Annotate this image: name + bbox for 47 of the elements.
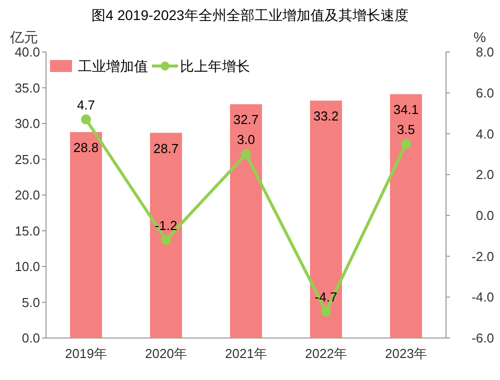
y-tick-label: 10.0 — [14, 259, 40, 274]
y-tick-label: 20.0 — [14, 188, 40, 203]
y-tick-label: 15.0 — [14, 223, 40, 238]
point — [321, 306, 331, 316]
point — [241, 149, 251, 160]
y2-tick-label: 8.0 — [476, 44, 494, 60]
y-tick-label: 5.0 — [22, 294, 40, 310]
y2-tick-label: 0.0 — [476, 208, 494, 223]
y-tick-label: 35.0 — [14, 80, 40, 96]
y2-tick-label: -4.0 — [472, 290, 494, 305]
y-axis-title: 亿元 — [9, 29, 38, 45]
data-label: 34.1 — [393, 102, 419, 118]
x-tick-label: 2019年 — [65, 346, 107, 361]
data-label: 32.7 — [233, 112, 259, 128]
bar — [390, 94, 422, 338]
y-tick-label: 40.0 — [14, 44, 40, 60]
x-tick-label: 2023年 — [385, 346, 427, 361]
bar — [150, 132, 182, 338]
y2-tick-label: -6.0 — [472, 330, 494, 346]
legend-label: 比上年增长 — [180, 58, 250, 74]
y2-axis-title: % — [474, 29, 486, 45]
data-label: -4.7 — [314, 289, 338, 304]
data-label: 28.8 — [73, 140, 99, 156]
x-tick-label: 2020年 — [145, 346, 187, 361]
bar — [310, 100, 342, 338]
y-tick-label: 30.0 — [14, 116, 40, 132]
x-tick-label: 2021年 — [225, 346, 267, 361]
data-label: 28.7 — [153, 140, 179, 156]
y2-tick-label: 4.0 — [476, 126, 494, 142]
y2-tick-label: 2.0 — [476, 167, 494, 182]
y2-tick-label: -2.0 — [472, 248, 494, 264]
data-label: 33.2 — [313, 108, 339, 124]
legend-label: 工业增加值 — [78, 58, 148, 74]
point — [401, 138, 411, 149]
point — [81, 114, 91, 124]
y-tick-label: 25.0 — [14, 152, 40, 167]
x-tick-label: 2022年 — [305, 346, 347, 361]
data-label: 3.5 — [396, 122, 416, 137]
data-label: 3.0 — [236, 132, 256, 148]
y2-tick-label: 6.0 — [476, 85, 494, 100]
data-label: -1.2 — [154, 218, 178, 233]
bar — [70, 132, 102, 338]
chart-title: 图4 2019-2023年全州全部工业增加值及其增长速度 — [92, 7, 408, 23]
data-label: 4.7 — [76, 97, 96, 112]
bar — [230, 104, 262, 338]
point — [161, 234, 171, 245]
y-tick-label: 0.0 — [22, 330, 40, 346]
